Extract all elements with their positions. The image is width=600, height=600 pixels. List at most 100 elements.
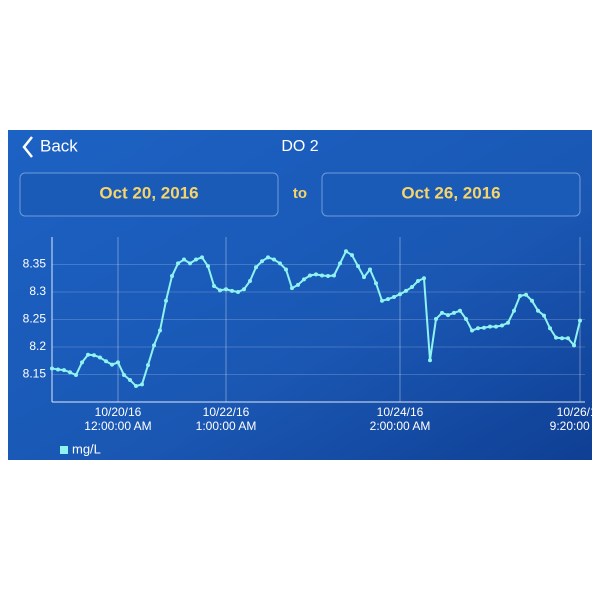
data-point [500, 323, 504, 328]
data-point [128, 378, 132, 382]
data-point [74, 373, 78, 378]
data-point [146, 363, 150, 368]
data-point [380, 298, 384, 303]
data-point [356, 264, 360, 269]
data-point [536, 308, 540, 313]
data-point [434, 316, 438, 321]
data-point [560, 336, 564, 341]
data-point [512, 308, 516, 313]
data-point [470, 328, 474, 333]
data-point [50, 366, 54, 371]
data-point [212, 283, 216, 288]
data-point [452, 310, 456, 315]
data-point [440, 310, 444, 315]
data-point [260, 259, 264, 264]
data-point [158, 328, 162, 333]
data-point [302, 277, 306, 282]
legend-swatch [60, 446, 68, 454]
data-point [404, 288, 408, 293]
data-point [200, 255, 204, 260]
y-tick-label: 8.25 [23, 312, 47, 326]
data-point [230, 288, 234, 293]
data-point [164, 298, 168, 303]
data-point [92, 353, 96, 358]
data-point [464, 316, 468, 321]
x-tick-label: 10/24/16 2:00:00 AM [369, 405, 431, 433]
data-point [56, 367, 60, 372]
back-chevron[interactable] [22, 136, 33, 158]
data-point [122, 373, 126, 378]
data-point [152, 343, 156, 348]
data-point [104, 359, 108, 364]
data-point [326, 274, 330, 279]
data-point [416, 279, 420, 283]
data-point [308, 273, 312, 278]
data-point [80, 360, 84, 365]
data-point [344, 249, 348, 254]
x-tick-label: 10/20/16 12:00:00 AM [84, 405, 152, 433]
data-point [506, 320, 510, 325]
data-point [386, 297, 390, 302]
data-point [314, 272, 318, 277]
start-date-box[interactable] [19, 172, 279, 217]
data-point [86, 352, 90, 357]
legend-label: mg/L [72, 441, 101, 456]
data-point [398, 292, 402, 297]
x-tick-label: 10/22/16 1:00:00 AM [195, 405, 257, 433]
data-point [518, 293, 522, 298]
data-point [320, 273, 324, 278]
data-point [578, 318, 582, 323]
data-point [332, 273, 336, 278]
screen-title: DO 2 [281, 138, 318, 155]
data-point [254, 265, 258, 270]
start-date[interactable]: Oct 20, 2016 [99, 183, 198, 202]
data-point [488, 324, 492, 329]
y-tick-label: 8.3 [29, 284, 46, 298]
data-point [140, 382, 144, 387]
data-point [410, 285, 414, 290]
data-point [524, 292, 528, 297]
data-point [296, 282, 300, 287]
end-date-box[interactable] [321, 172, 581, 217]
data-point [446, 313, 450, 318]
data-point [458, 308, 462, 313]
data-point [224, 287, 228, 292]
data-point [110, 362, 114, 367]
y-tick-label: 8.35 [23, 257, 47, 271]
data-point [572, 343, 576, 348]
y-tick-label: 8.15 [23, 367, 47, 381]
data-point [266, 255, 270, 260]
data-point [548, 326, 552, 331]
y-tick-label: 8.2 [29, 339, 46, 353]
data-point [236, 290, 240, 294]
data-point [170, 274, 174, 279]
data-point [350, 253, 354, 258]
back-button[interactable]: Back [40, 136, 78, 155]
end-date[interactable]: Oct 26, 2016 [401, 183, 500, 202]
data-point [242, 287, 246, 292]
data-point [116, 360, 120, 365]
data-point [98, 355, 102, 360]
data-point [542, 313, 546, 318]
data-point [182, 257, 186, 262]
data-point [218, 288, 222, 293]
data-point [284, 267, 288, 272]
data-point [530, 298, 534, 303]
data-point [290, 286, 294, 291]
data-point [338, 261, 342, 266]
data-point [422, 276, 426, 281]
data-point [68, 370, 72, 375]
data-point [476, 326, 480, 331]
data-point [482, 325, 486, 330]
data-point [206, 264, 210, 269]
x-tick-label: 10/26/16 9:20:00 AM [549, 405, 600, 433]
date-separator: to [293, 185, 307, 202]
data-point [374, 281, 378, 286]
data-point [392, 294, 396, 299]
data-point [278, 261, 282, 266]
data-point [362, 275, 366, 280]
data-point [62, 368, 66, 373]
data-point [554, 335, 558, 340]
